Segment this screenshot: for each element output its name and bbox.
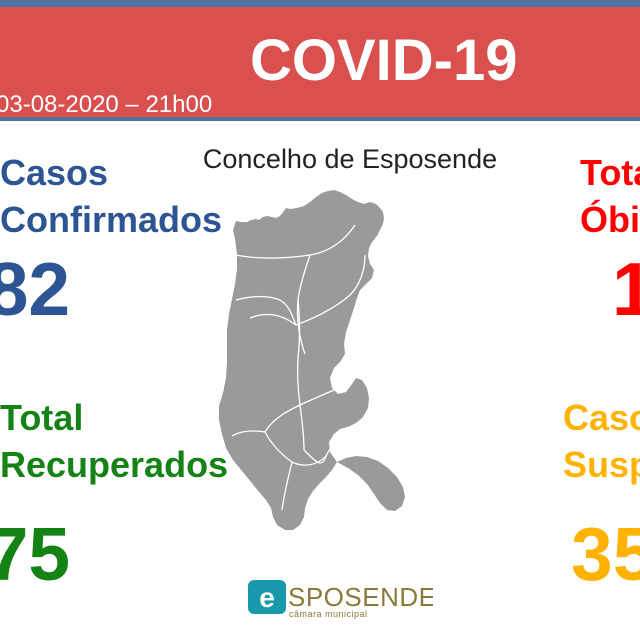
svg-text:e: e xyxy=(259,582,275,613)
svg-text:câmara municipal: câmara municipal xyxy=(289,609,368,619)
svg-text:SPOSENDE: SPOSENDE xyxy=(288,582,433,612)
